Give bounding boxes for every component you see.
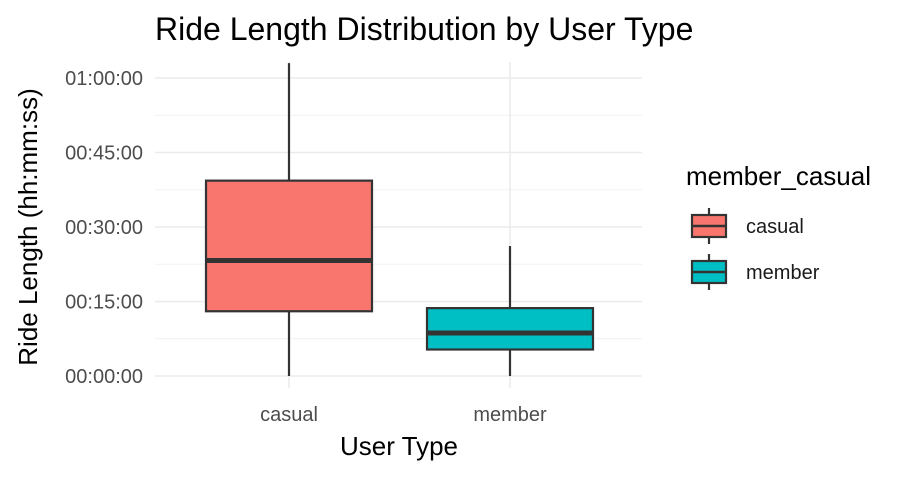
legend: member_casual casual member bbox=[686, 161, 871, 290]
legend-title: member_casual bbox=[686, 161, 871, 191]
y-tick-label: 01:00:00 bbox=[65, 68, 143, 90]
legend-label: member bbox=[746, 262, 820, 284]
box-casual bbox=[204, 63, 374, 376]
x-tick-label: member bbox=[473, 404, 547, 426]
y-tick-label: 00:15:00 bbox=[65, 292, 143, 314]
y-axis-ticks: 00:00:00 00:15:00 00:30:00 00:45:00 01:00:00 bbox=[65, 68, 143, 388]
box-member bbox=[425, 246, 595, 376]
box-iqr bbox=[204, 179, 374, 313]
legend-label: casual bbox=[746, 216, 804, 238]
legend-item-casual: casual bbox=[690, 208, 804, 244]
x-axis-ticks: casual member bbox=[260, 404, 547, 426]
y-axis-title: Ride Length (hh:mm:ss) bbox=[13, 88, 43, 365]
chart-title: Ride Length Distribution by User Type bbox=[155, 11, 693, 47]
y-tick-label: 00:30:00 bbox=[65, 217, 143, 239]
x-axis-title: User Type bbox=[340, 431, 458, 461]
box-iqr bbox=[425, 307, 595, 351]
box-series bbox=[204, 63, 595, 376]
y-tick-label: 00:45:00 bbox=[65, 143, 143, 165]
y-tick-label: 00:00:00 bbox=[65, 366, 143, 388]
legend-item-member: member bbox=[690, 254, 820, 290]
x-tick-label: casual bbox=[260, 404, 318, 426]
